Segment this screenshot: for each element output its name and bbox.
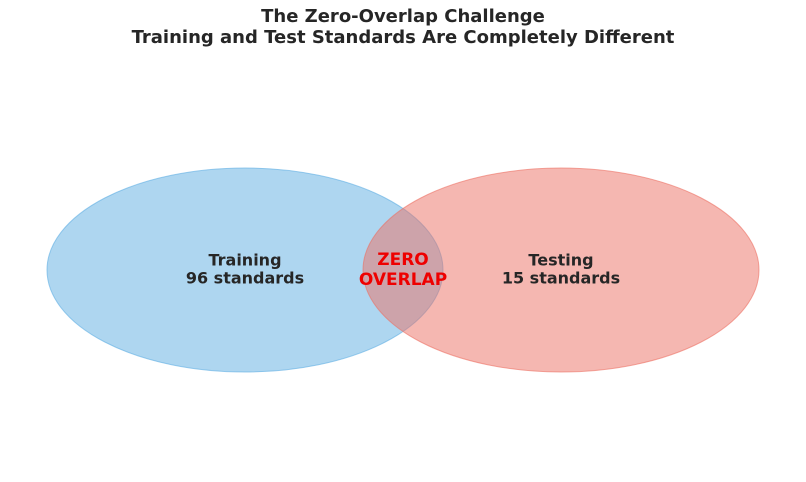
- set-count: 15 standards: [502, 269, 620, 288]
- set-label: Training: [208, 251, 281, 270]
- overlap-label: ZERO: [377, 250, 428, 270]
- testing-set: [362, 167, 760, 373]
- set-label: Testing: [528, 251, 593, 270]
- overlap-label: OVERLAP: [359, 270, 447, 290]
- title-line: Training and Test Standards Are Complete…: [132, 27, 675, 48]
- set-count: 96 standards: [186, 269, 304, 288]
- title-line: The Zero-Overlap Challenge: [261, 6, 545, 27]
